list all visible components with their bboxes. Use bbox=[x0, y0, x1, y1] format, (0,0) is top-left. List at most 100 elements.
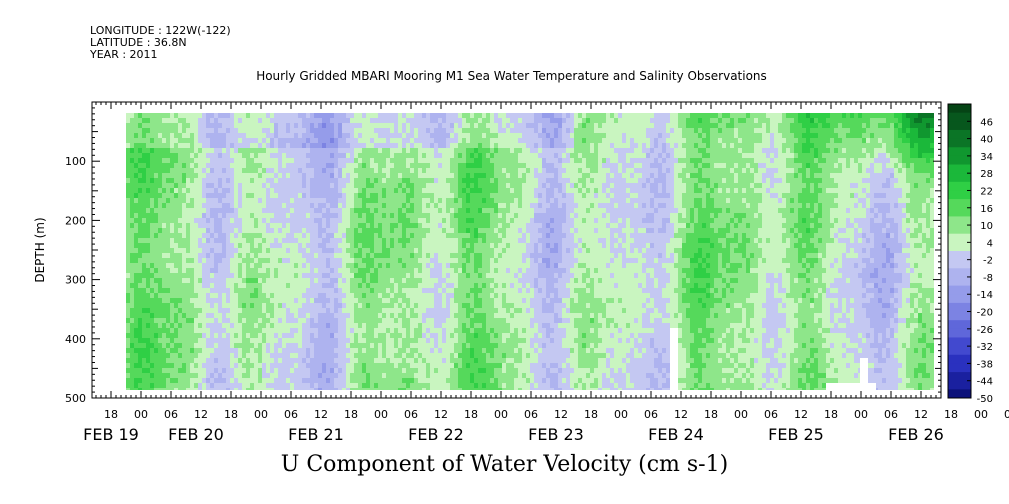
heatmap-cell bbox=[626, 148, 631, 154]
heatmap-cell bbox=[814, 173, 819, 179]
heatmap-cell bbox=[586, 188, 591, 194]
heatmap-cell bbox=[818, 163, 823, 169]
heatmap-cell bbox=[830, 198, 835, 204]
heatmap-cell bbox=[842, 173, 847, 179]
heatmap-cell bbox=[718, 128, 723, 134]
heatmap-cell bbox=[170, 218, 175, 224]
heatmap-cell bbox=[890, 178, 895, 184]
heatmap-cell bbox=[218, 203, 223, 209]
heatmap-cell bbox=[818, 123, 823, 129]
heatmap-cell bbox=[874, 178, 879, 184]
heatmap-cell bbox=[758, 123, 763, 129]
heatmap-cell bbox=[206, 118, 211, 124]
heatmap-cell bbox=[126, 183, 131, 189]
heatmap-cell bbox=[814, 138, 819, 144]
heatmap-cell bbox=[898, 128, 903, 134]
heatmap-cell bbox=[670, 203, 675, 209]
heatmap-cell bbox=[394, 123, 399, 129]
heatmap-cell bbox=[858, 128, 863, 134]
heatmap-cell bbox=[322, 223, 327, 229]
heatmap-cell bbox=[410, 228, 415, 234]
heatmap-cell bbox=[726, 133, 731, 139]
heatmap-cell bbox=[854, 188, 859, 194]
heatmap-cell bbox=[682, 198, 687, 204]
heatmap-cell bbox=[814, 168, 819, 174]
heatmap-cell bbox=[574, 183, 579, 189]
heatmap-cell bbox=[254, 168, 259, 174]
heatmap-cell bbox=[354, 228, 359, 234]
heatmap-cell bbox=[450, 158, 455, 164]
heatmap-cell bbox=[234, 178, 239, 184]
heatmap-cell bbox=[522, 233, 527, 239]
heatmap-cell bbox=[210, 188, 215, 194]
heatmap-cell bbox=[534, 173, 539, 179]
heatmap-cell bbox=[446, 218, 451, 224]
heatmap-cell bbox=[642, 138, 647, 144]
heatmap-cell bbox=[878, 153, 883, 159]
heatmap-cell bbox=[322, 118, 327, 124]
heatmap-cell bbox=[126, 143, 131, 149]
heatmap-cell bbox=[182, 123, 187, 129]
heatmap-cell bbox=[686, 213, 691, 219]
heatmap-cell bbox=[578, 213, 583, 219]
heatmap-cell bbox=[238, 203, 243, 209]
heatmap-cell bbox=[258, 233, 263, 239]
heatmap-cell bbox=[878, 188, 883, 194]
heatmap-cell bbox=[306, 193, 311, 199]
heatmap-cell bbox=[210, 173, 215, 179]
heatmap-cell bbox=[278, 228, 283, 234]
heatmap-cell bbox=[510, 163, 515, 169]
heatmap-cell bbox=[394, 163, 399, 169]
heatmap-cell bbox=[730, 193, 735, 199]
heatmap-cell bbox=[766, 213, 771, 219]
heatmap-cell bbox=[142, 123, 147, 129]
heatmap-cell bbox=[598, 203, 603, 209]
heatmap-cell bbox=[930, 118, 934, 124]
heatmap-cell bbox=[358, 128, 363, 134]
heatmap-cell bbox=[722, 203, 727, 209]
heatmap-cell bbox=[794, 183, 799, 189]
heatmap-cell bbox=[214, 233, 219, 239]
heatmap-cell bbox=[322, 143, 327, 149]
heatmap-cell bbox=[746, 178, 751, 184]
heatmap-cell bbox=[378, 118, 383, 124]
heatmap-cell bbox=[774, 148, 779, 154]
heatmap-cell bbox=[682, 113, 687, 119]
heatmap-cell bbox=[646, 158, 651, 164]
heatmap-cell bbox=[282, 203, 287, 209]
heatmap-cell bbox=[790, 148, 795, 154]
heatmap-cell bbox=[286, 113, 291, 119]
heatmap-cell bbox=[130, 163, 135, 169]
heatmap-cell bbox=[770, 178, 775, 184]
heatmap-cell bbox=[366, 223, 371, 229]
heatmap-cell bbox=[594, 178, 599, 184]
heatmap-cell bbox=[766, 133, 771, 139]
heatmap-cell bbox=[542, 228, 547, 234]
heatmap-cell bbox=[674, 133, 679, 139]
heatmap-cell bbox=[406, 213, 411, 219]
heatmap-cell bbox=[642, 188, 647, 194]
heatmap-cell bbox=[826, 118, 831, 124]
heatmap-cell bbox=[394, 143, 399, 149]
heatmap-cell bbox=[582, 178, 587, 184]
heatmap-cell bbox=[806, 153, 811, 159]
heatmap-cell bbox=[318, 128, 323, 134]
heatmap-cell bbox=[662, 213, 667, 219]
heatmap-cell bbox=[878, 168, 883, 174]
heatmap-cell bbox=[758, 218, 763, 224]
heatmap-cell bbox=[826, 178, 831, 184]
heatmap-cell bbox=[146, 213, 151, 219]
heatmap-cell bbox=[374, 213, 379, 219]
heatmap-cell bbox=[262, 223, 267, 229]
heatmap-cell bbox=[590, 158, 595, 164]
heatmap-cell bbox=[242, 208, 247, 214]
heatmap-cell bbox=[842, 228, 847, 234]
heatmap-cell bbox=[150, 138, 155, 144]
heatmap-cell bbox=[870, 178, 875, 184]
heatmap-cell bbox=[866, 128, 871, 134]
heatmap-cell bbox=[802, 143, 807, 149]
heatmap-cell bbox=[862, 193, 867, 199]
heatmap-cell bbox=[774, 163, 779, 169]
heatmap-cell bbox=[746, 113, 751, 119]
heatmap-cell bbox=[870, 173, 875, 179]
